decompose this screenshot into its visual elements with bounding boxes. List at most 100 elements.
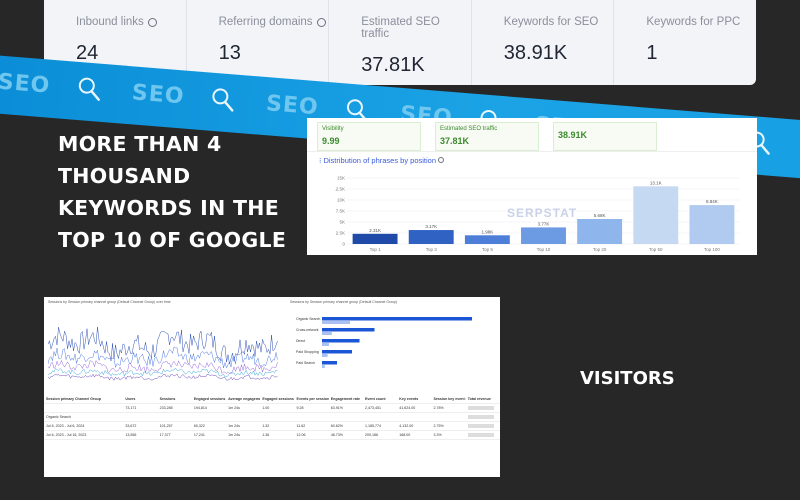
- channel-bar: [322, 328, 375, 332]
- banner-seo-text: SEO: [0, 69, 52, 99]
- banner-item: SEO: [131, 79, 237, 113]
- channel-bar: [322, 339, 360, 343]
- serp-metric-value: 9.99: [322, 136, 340, 146]
- y-tick-label: 7.5K: [336, 209, 345, 214]
- channel-bar-compare: [322, 343, 329, 346]
- table-cell: 11.62: [296, 424, 306, 428]
- serpstat-watermark: SERPSTAT: [507, 206, 578, 220]
- bar-label: Direct: [296, 339, 305, 343]
- bar-data-label: 3.77K: [538, 221, 550, 226]
- distribution-bar-chart: 15K 12.5K 10K 7.5K 5K 2.5K 0 2.31K Top 1 3.17K Top…: [335, 176, 740, 252]
- table-cell: Events per session: [296, 397, 329, 401]
- table-cell: [466, 432, 500, 438]
- table-cell: Event count: [365, 397, 386, 401]
- stat-label: Estimated SEO traffic: [361, 16, 471, 40]
- stat-label: Keywords for SEO: [504, 16, 614, 28]
- serp-metric-0: Visibility 9.99: [317, 122, 421, 151]
- series-line: [48, 367, 278, 378]
- x-tick-label: Top 5: [482, 247, 494, 252]
- bar-label: Paid Shopping: [296, 350, 319, 354]
- table-cell: 17,377: [159, 433, 171, 437]
- bar-top-10: [521, 227, 566, 244]
- bar-data-label: 8.84K: [706, 199, 718, 204]
- table-cell: 1,185,774: [365, 424, 382, 428]
- x-tick-label: Top 50: [649, 247, 663, 252]
- table-cell: 4,132.00: [399, 424, 414, 428]
- table-cell: Sessions: [159, 397, 176, 401]
- serp-metric-label: Visibility: [322, 126, 344, 132]
- table-cell: [466, 405, 500, 411]
- stat-label: Referring domains: [219, 16, 329, 28]
- series-line: [48, 359, 278, 375]
- y-tick-label: 15K: [337, 176, 345, 181]
- table-cell: 9.28: [296, 406, 304, 410]
- table-cell: [466, 414, 500, 420]
- table-cell: 209,186: [365, 433, 379, 437]
- x-tick-label: Top 10: [537, 247, 551, 252]
- table-cell: 12.06: [296, 433, 306, 437]
- table-cell: 13,556: [125, 433, 137, 437]
- table-cell: 168.00: [399, 433, 411, 437]
- stat-4: Keywords for PPC 1: [614, 0, 756, 85]
- table-cell: 194,814: [193, 406, 207, 410]
- table-row[interactable]: Jul 6, 2023 - Jul 16, 2023 13,556 17,377 17…: [44, 431, 500, 440]
- serp-metric-label: Estimated SEO traffic: [440, 126, 498, 132]
- line-chart-caption: Sessions by Session primary channel grou…: [48, 300, 171, 304]
- channel-bar: [322, 361, 337, 365]
- table-cell: Key events: [399, 397, 419, 401]
- bar-chart-caption: Sessions by Session primary channel grou…: [290, 300, 398, 304]
- info-icon: [438, 157, 445, 163]
- table-cell: Engagement rate: [330, 397, 360, 401]
- series-line: [48, 373, 278, 381]
- table-row[interactable]: Session primary Channel Group Users Sessio…: [44, 395, 500, 404]
- visitors-label: VISITORS: [580, 368, 675, 389]
- bar-label: Cross-network: [296, 328, 319, 332]
- table-cell: 1.32: [262, 424, 270, 428]
- stat-label-text: Inbound links: [76, 16, 144, 28]
- bar-top-20: [577, 219, 623, 244]
- table-cell: 41,624.00: [399, 406, 416, 410]
- table-row[interactable]: Organic Search: [44, 413, 500, 422]
- bar-data-label: 3.17K: [425, 224, 437, 229]
- stat-label-text: Estimated SEO traffic: [361, 16, 440, 40]
- channel-bar-compare: [322, 321, 350, 324]
- bar-data-label: 13.1K: [650, 180, 662, 185]
- analytics-screenshot: Sessions by Session primary channel grou…: [44, 297, 500, 477]
- table-cell: 73,171: [125, 406, 137, 410]
- bar-top-50: [633, 186, 679, 244]
- headline: MORE THAN 4 THOUSAND KEYWORDS IN THE TOP…: [58, 132, 287, 252]
- stat-label-text: Keywords for SEO: [503, 16, 599, 28]
- table-cell: 233,285: [159, 406, 173, 410]
- table-cell: Engaged sessions per user: [262, 397, 294, 401]
- stat-1: Referring domains 13: [187, 0, 330, 85]
- x-tick-label: Top 1: [370, 247, 382, 252]
- table-row[interactable]: 73,171 233,285 194,814 1m 24s 1.00 9.28 63.91%…: [44, 404, 500, 413]
- table-cell: Session key event rate: [433, 397, 465, 401]
- bar-top-3: [408, 230, 454, 244]
- bar-top-100: [689, 205, 735, 244]
- table-cell: 1m 24s: [228, 433, 240, 437]
- table-row[interactable]: Jul 6, 2023 - Jul 6, 2024 33,672 101,257 60…: [44, 422, 500, 431]
- bar-data-label: 5.68K: [594, 213, 606, 218]
- table-cell: 60,322: [193, 424, 205, 428]
- bar-data-label: 1.98K: [481, 229, 493, 234]
- channel-bar-chart: Organic Search Cross-network Direct Paid Sh…: [296, 317, 472, 368]
- banner-seo-text: SEO: [130, 79, 186, 109]
- table-cell: Jul 6, 2023 - Jul 6, 2024: [46, 424, 85, 428]
- stat-label-text: Referring domains: [218, 16, 313, 28]
- table-cell: 63.91%: [330, 406, 343, 410]
- stat-3: Keywords for SEO 38.91K: [472, 0, 615, 85]
- magnifier-icon: [78, 77, 100, 101]
- table-cell: 2,473,451: [365, 406, 382, 410]
- stat-value: 13: [218, 42, 241, 64]
- stat-value: 1: [646, 42, 658, 64]
- table-cell: 60.62%: [330, 424, 343, 428]
- stat-value: 24: [76, 42, 99, 64]
- stat-value: 37.81K: [361, 54, 425, 76]
- banner-seo-text: SEO: [265, 90, 320, 120]
- series-line: [48, 326, 278, 365]
- table-cell: Organic Search: [46, 415, 71, 419]
- serp-metric-1: Estimated SEO traffic 37.81K: [435, 122, 539, 151]
- sessions-line-chart: [48, 309, 284, 389]
- x-tick-label: Top 100: [704, 247, 721, 252]
